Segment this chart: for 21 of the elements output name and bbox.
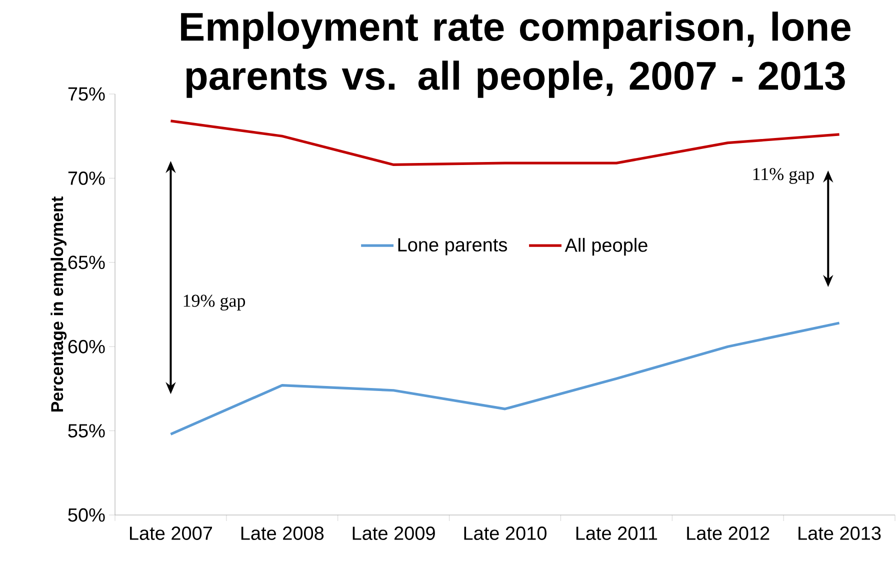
legend-label: All people: [564, 238, 648, 256]
x-tick-label: Late 2007: [130, 526, 212, 540]
line-series: [169, 120, 841, 166]
x-tick-label: Late 2008: [241, 526, 324, 540]
y-tick-label: 60%: [68, 340, 105, 354]
x-tick-label: Late 2010: [464, 526, 546, 540]
x-tick-label: Late 2013: [798, 526, 881, 540]
y-tick-label: 55%: [68, 424, 105, 438]
y-axis-title: Percentage in employment: [50, 196, 67, 412]
annotation: 11% gap: [753, 168, 814, 184]
x-tick-label: Late 2012: [687, 526, 770, 540]
x-tick-label: Late 2009: [352, 526, 435, 540]
chart-title: Employment rate comparison, lone parents vs. all people, 2007 - 2013: [181, 12, 850, 98]
line-series: [169, 322, 841, 436]
y-tick-label: 65%: [68, 256, 105, 270]
x-tick-label: Late 2011: [576, 526, 658, 540]
annotation: 19% gap: [184, 294, 246, 311]
legend-label: Lone parents: [398, 238, 508, 256]
y-tick-label: 70%: [68, 171, 105, 185]
y-tick-label: 50%: [68, 508, 105, 522]
y-tick-label: 75%: [68, 87, 105, 101]
